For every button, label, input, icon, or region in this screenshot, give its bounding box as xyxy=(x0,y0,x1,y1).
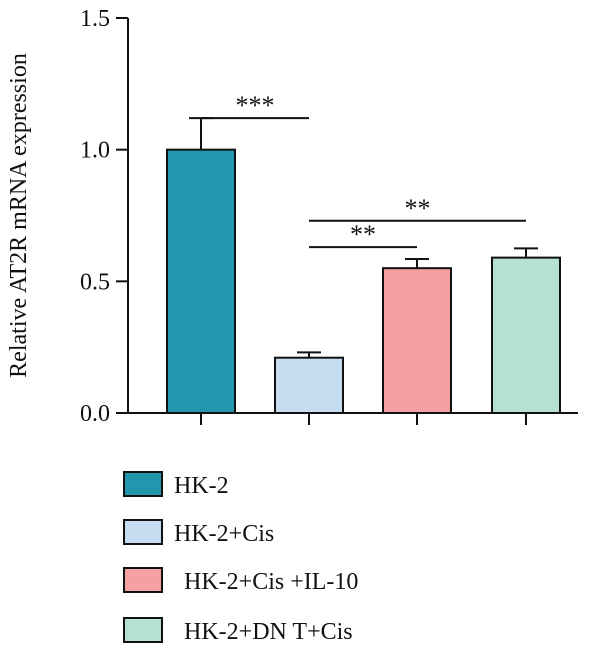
legend-label-4: HK-2+DN T+Cis xyxy=(184,619,353,645)
bar-4 xyxy=(491,256,561,414)
significance-label-1: *** xyxy=(236,91,275,120)
y-axis-label: Relative AT2R mRNA expression xyxy=(6,53,32,378)
plot-area: 0.0 0.5 1.0 1.5 Relative AT2R mRNA expressio… xyxy=(6,6,578,427)
bar-2 xyxy=(274,356,344,415)
legend-label-2: HK-2+Cis xyxy=(174,521,274,547)
significance-label-3: ** xyxy=(405,194,431,223)
bar-1 xyxy=(166,148,236,415)
legend: HK-2 HK-2+Cis HK-2+Cis +IL-10 HK-2+DN T+Cis xyxy=(123,471,358,645)
legend-swatch-2 xyxy=(123,519,163,545)
significance-label-2: ** xyxy=(350,220,376,249)
legend-label-3: HK-2+Cis +IL-10 xyxy=(184,569,358,595)
legend-swatch-3 xyxy=(123,567,163,593)
legend-swatch-4 xyxy=(123,617,163,643)
y-tick-label: 1.5 xyxy=(80,6,110,32)
y-tick-label: 0.0 xyxy=(80,401,110,427)
legend-label-1: HK-2 xyxy=(174,473,229,499)
y-tick-label: 1.0 xyxy=(80,138,110,164)
bar-3 xyxy=(382,267,452,414)
legend-swatch-1 xyxy=(123,471,163,497)
y-tick-label: 0.5 xyxy=(80,269,110,295)
